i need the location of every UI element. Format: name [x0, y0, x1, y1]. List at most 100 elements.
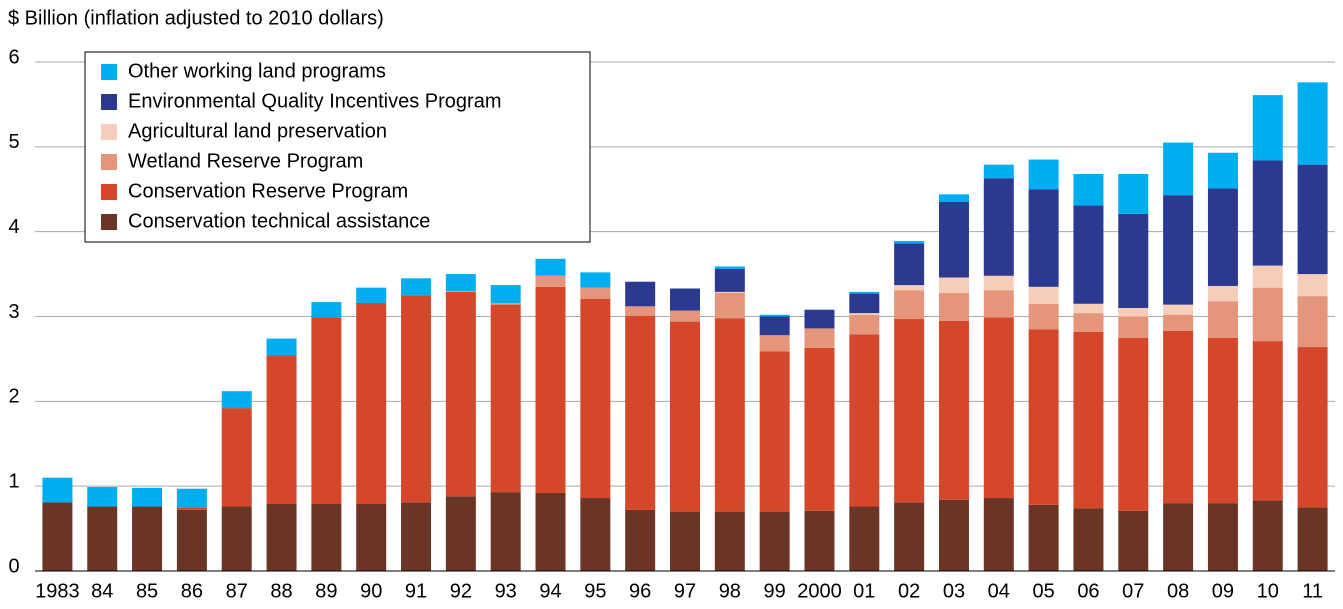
- bar-segment: [535, 258, 566, 276]
- bar-segment: [938, 201, 969, 278]
- x-tick-label: 08: [1167, 580, 1189, 602]
- bar-segment: [849, 293, 880, 314]
- x-tick-label: 06: [1077, 580, 1099, 602]
- legend-label: Wetland Reserve Program: [128, 150, 363, 172]
- bar-segment: [938, 320, 969, 500]
- x-tick-label: 96: [629, 580, 651, 602]
- bar-segment: [1118, 173, 1149, 214]
- bar-segment: [1028, 329, 1059, 505]
- bar-segment: [401, 278, 432, 296]
- bar-segment: [221, 506, 252, 571]
- x-tick-label: 90: [360, 580, 382, 602]
- bar-segment: [804, 347, 835, 511]
- bar-segment: [311, 302, 342, 318]
- bar-segment: [490, 302, 521, 305]
- bar-segment: [983, 290, 1014, 318]
- bar-segment: [1118, 337, 1149, 511]
- bar-segment: [1207, 188, 1238, 286]
- bar-segment: [1252, 500, 1283, 571]
- x-tick-label: 95: [584, 580, 606, 602]
- bar-segment: [714, 318, 745, 512]
- bar-segment: [849, 506, 880, 571]
- bar-segment: [1207, 152, 1238, 189]
- bar-segment: [535, 286, 566, 493]
- bar-segment: [356, 302, 387, 504]
- y-tick-label: 4: [8, 216, 19, 238]
- legend-label: Agricultural land preservation: [128, 120, 387, 142]
- bar-segment: [1297, 296, 1328, 348]
- bar-segment: [132, 487, 163, 507]
- bar-segment: [938, 292, 969, 321]
- bar-segment: [445, 291, 476, 292]
- bar-segment: [401, 502, 432, 571]
- bar-segment: [849, 291, 880, 294]
- bar-segment: [983, 275, 1014, 291]
- bar-segment: [87, 506, 118, 571]
- bar-segment: [1118, 316, 1149, 338]
- bar-segment: [670, 321, 700, 512]
- x-tick-label: 03: [943, 580, 965, 602]
- bar-segment: [132, 506, 163, 571]
- bar-segment: [983, 178, 1014, 276]
- x-tick-label: 85: [136, 580, 158, 602]
- bar-segment: [625, 306, 656, 316]
- x-tick-label: 02: [898, 580, 920, 602]
- bar-segment: [266, 338, 297, 356]
- bar-segment: [1028, 286, 1059, 304]
- bar-segment: [759, 511, 790, 571]
- legend-label: Other working land programs: [128, 60, 386, 82]
- x-tick-label: 07: [1122, 580, 1144, 602]
- bar-segment: [1297, 507, 1328, 571]
- bar-segment: [894, 243, 925, 286]
- bar-segment: [714, 511, 745, 571]
- bar-segment: [176, 488, 207, 508]
- bar-segment: [580, 287, 611, 299]
- bar-segment: [670, 288, 700, 311]
- y-tick-label: 5: [8, 131, 19, 153]
- bar-segment: [176, 507, 207, 510]
- x-tick-label: 86: [181, 580, 203, 602]
- x-tick-label: 11: [1302, 580, 1323, 602]
- bar-segment: [1028, 504, 1059, 571]
- bar-segment: [490, 304, 521, 493]
- bar-segment: [849, 313, 880, 315]
- bar-segment: [938, 277, 969, 293]
- bar-segment: [1252, 287, 1283, 342]
- bar-segment: [266, 355, 297, 504]
- bar-segment: [490, 492, 521, 571]
- bar-segment: [1073, 313, 1104, 332]
- bar-segment: [42, 502, 73, 571]
- x-tick-label: 04: [988, 580, 1010, 602]
- legend-label: Environmental Quality Incentives Program: [128, 90, 502, 112]
- legend-label: Conservation Reserve Program: [128, 180, 408, 202]
- y-axis-label: $ Billion (inflation adjusted to 2010 do…: [8, 7, 384, 29]
- bar-segment: [714, 291, 745, 293]
- legend-label: Conservation technical assistance: [128, 210, 430, 232]
- bar-segment: [1207, 301, 1238, 338]
- x-tick-label: 88: [270, 580, 292, 602]
- bar-segment: [445, 274, 476, 292]
- x-tick-label: 10: [1257, 580, 1279, 602]
- bar-segment: [401, 295, 432, 503]
- bar-segment: [445, 291, 476, 497]
- bar-segment: [1073, 173, 1104, 206]
- x-tick-label: 91: [405, 580, 427, 602]
- bar-segment: [311, 317, 342, 504]
- bar-segment: [1028, 189, 1059, 287]
- x-tick-label: 93: [495, 580, 517, 602]
- bar-segment: [1297, 82, 1328, 165]
- legend-key: [101, 154, 117, 170]
- bar-segment: [1297, 164, 1328, 275]
- bar-segment: [625, 509, 656, 571]
- x-tick-label: 87: [226, 580, 248, 602]
- y-tick-label: 6: [8, 46, 19, 68]
- y-tick-label: 0: [8, 555, 19, 577]
- bar-segment: [1252, 341, 1283, 501]
- bar-segment: [804, 309, 835, 329]
- x-tick-label: 05: [1032, 580, 1054, 602]
- bar-segment: [1118, 510, 1149, 571]
- bar-segment: [1252, 95, 1283, 161]
- bar-segment: [1118, 308, 1149, 317]
- bar-segment: [1297, 274, 1328, 297]
- bar-segment: [1252, 265, 1283, 288]
